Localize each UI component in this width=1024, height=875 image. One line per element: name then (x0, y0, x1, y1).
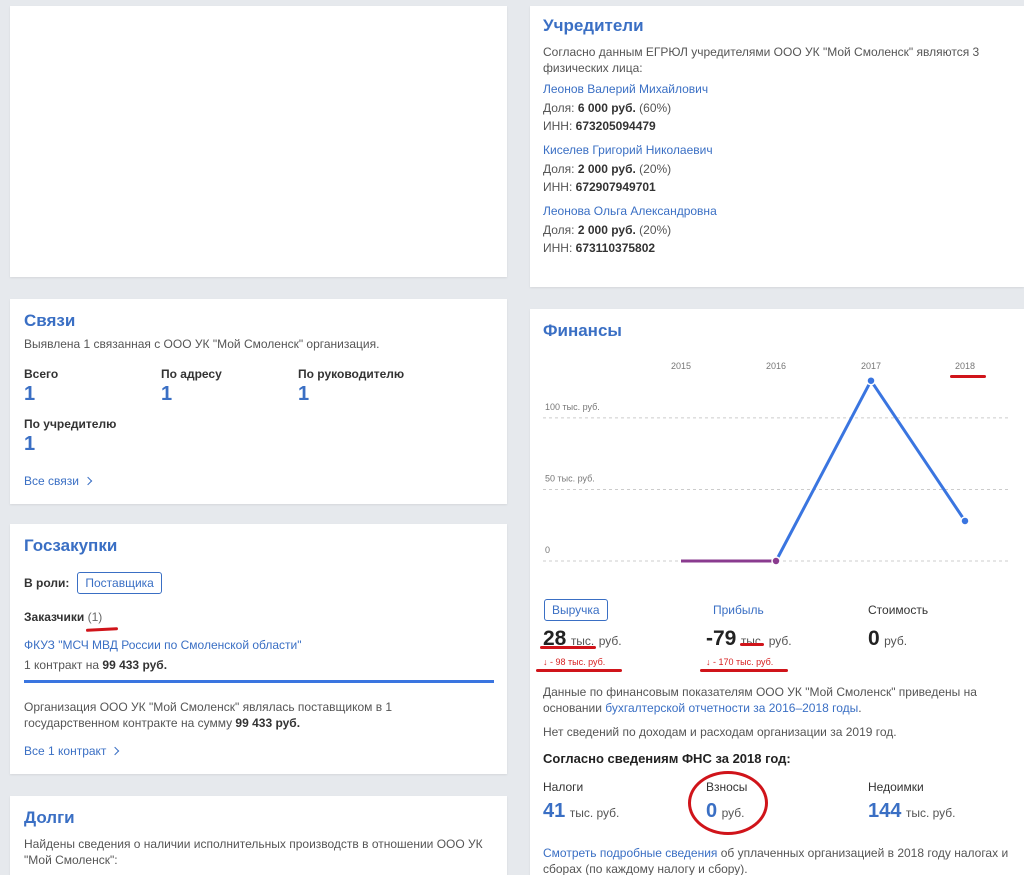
stat-total: Всего 1 (24, 367, 59, 405)
customers-count: (1) (87, 610, 103, 624)
y-tick-label: 0 (545, 545, 550, 555)
all-links-link[interactable]: Все связи (24, 474, 93, 488)
founders-list: Леонов Валерий Михайлович Доля: 6 000 руб… (543, 82, 1011, 255)
procurement-title: Госзакупки (24, 536, 118, 555)
series-line (869, 379, 967, 522)
founder-name[interactable]: Киселев Григорий Николаевич (543, 143, 713, 157)
annotation-underline (85, 627, 119, 632)
fns-arrears: Недоимки 144 тыс. руб. (868, 780, 956, 822)
x-tick-label: 2015 (671, 361, 691, 371)
annotation-circle (688, 771, 768, 835)
founder-name[interactable]: Леонов Валерий Михайлович (543, 82, 709, 96)
annotation-underline (536, 669, 622, 672)
founders-card: Учредители Согласно данным ЕГРЮЛ учредит… (530, 6, 1024, 287)
annotation-underline (740, 643, 764, 646)
stat-director: По руководителю 1 (298, 367, 405, 405)
founder-share: Доля: 2 000 руб. (20%) (543, 223, 672, 237)
tab-profit[interactable]: Прибыль (713, 603, 764, 617)
revenue-value: 28 тыс. руб. (543, 627, 622, 650)
tab-revenue[interactable]: Выручка (544, 599, 608, 621)
data-point[interactable] (771, 556, 781, 566)
company-value: 0 руб. (868, 627, 908, 650)
all-contracts-link[interactable]: Все 1 контракт (24, 744, 120, 758)
founders-intro: Согласно данным ЕГРЮЛ учредителями ООО У… (543, 45, 980, 75)
fns-contributions: Взносы 0 руб. (706, 780, 748, 822)
founder-inn: ИНН: 673110375802 (543, 241, 656, 255)
founder-item: Леонов Валерий Михайлович Доля: 6 000 руб… (543, 82, 1011, 133)
chevron-right-icon (83, 476, 93, 486)
tab-value[interactable]: Стоимость (868, 603, 929, 617)
fns-more: Смотреть подробные сведения об уплаченны… (543, 846, 1009, 875)
finance-title: Финансы (543, 321, 622, 340)
finance-note-2019: Нет сведений по доходам и расходам орган… (543, 725, 897, 739)
fns-taxes: Налоги 41 тыс. руб. (543, 780, 620, 822)
x-tick-label: 2016 (766, 361, 786, 371)
finance-card: Финансы 0 50 тыс. руб. 100 тыс. руб. 2015 20… (530, 309, 1024, 875)
x-tick-label: 2018 (955, 361, 975, 371)
revenue-delta: ↓ - 98 тыс. руб. (543, 657, 606, 667)
annotation-underline (540, 646, 596, 649)
finance-note: Данные по финансовым показателям ООО УК … (543, 685, 977, 715)
founder-item: Киселев Григорий Николаевич Доля: 2 000 р… (543, 143, 1011, 194)
procurement-note: Организация ООО УК "Мой Смоленск" являла… (24, 700, 393, 730)
founder-inn: ИНН: 673205094479 (543, 119, 656, 133)
fns-more-link[interactable]: Смотреть подробные сведения (543, 846, 718, 860)
links-title: Связи (24, 311, 76, 330)
links-card: Связи Выявлена 1 связанная с ООО УК "Мой… (10, 299, 507, 504)
debts-text: Найдены сведения о наличии исполнительны… (24, 837, 483, 867)
procurement-card: Госзакупки В роли: Поставщика Заказчики … (10, 524, 507, 774)
debts-card: Долги Найдены сведения о наличии исполни… (10, 796, 507, 875)
stat-address: По адресу 1 (161, 367, 222, 405)
stat-founder: По учредителю 1 (24, 417, 117, 455)
contract-line: 1 контракт на 99 433 руб. (24, 658, 168, 672)
data-point[interactable] (866, 375, 876, 386)
y-tick-label: 100 тыс. руб. (545, 402, 600, 412)
chevron-right-icon (111, 746, 120, 756)
role-label: В роли: (24, 576, 70, 590)
role-chip[interactable]: Поставщика (77, 572, 162, 594)
fns-title: Согласно сведениям ФНС за 2018 год: (543, 751, 791, 766)
debts-title: Долги (24, 808, 75, 827)
blank-card (10, 6, 507, 277)
links-intro: Выявлена 1 связанная с ООО УК "Мой Смоле… (24, 337, 380, 351)
y-tick-label: 50 тыс. руб. (545, 473, 595, 483)
progress-bar (24, 680, 494, 683)
founder-item: Леонова Ольга Александровна Доля: 2 000 р… (543, 204, 1011, 255)
founder-share: Доля: 2 000 руб. (20%) (543, 162, 672, 176)
finance-chart: 0 50 тыс. руб. 100 тыс. руб. 2015 2016 2017 20… (543, 361, 1010, 566)
customer-link[interactable]: ФКУЗ "МСЧ МВД России по Смоленской облас… (24, 638, 302, 652)
series-line (774, 380, 873, 562)
founder-share: Доля: 6 000 руб. (60%) (543, 101, 672, 115)
profit-value: -79 тыс. руб. (706, 627, 792, 650)
annotation-underline (950, 375, 986, 378)
annotation-underline (700, 669, 788, 672)
founder-name[interactable]: Леонова Ольга Александровна (543, 204, 717, 218)
customers-label: Заказчики (24, 610, 85, 624)
x-tick-label: 2017 (861, 361, 881, 371)
profit-delta: ↓ - 170 тыс. руб. (706, 657, 774, 667)
reports-link[interactable]: бухгалтерской отчетности за 2016–2018 го… (605, 701, 859, 715)
founder-inn: ИНН: 672907949701 (543, 180, 656, 194)
founders-title: Учредители (543, 16, 644, 35)
data-point[interactable] (960, 516, 970, 526)
